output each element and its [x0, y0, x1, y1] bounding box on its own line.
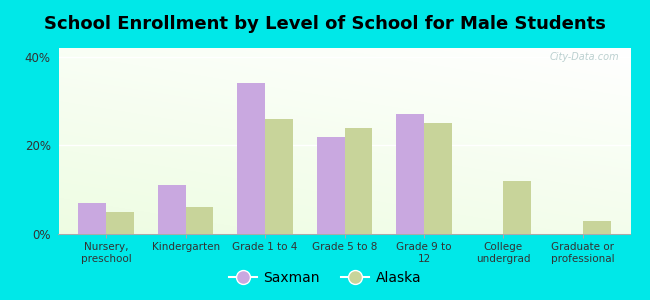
Bar: [79, 203, 106, 234]
Bar: [503, 181, 531, 234]
Bar: [317, 136, 345, 234]
Text: City-Data.com: City-Data.com: [549, 52, 619, 62]
Bar: [265, 119, 293, 234]
Bar: [583, 221, 610, 234]
Bar: [106, 212, 134, 234]
Bar: [237, 83, 265, 234]
Bar: [344, 128, 372, 234]
Bar: [186, 207, 213, 234]
Text: School Enrollment by Level of School for Male Students: School Enrollment by Level of School for…: [44, 15, 606, 33]
Bar: [424, 123, 452, 234]
Bar: [396, 114, 424, 234]
Bar: [158, 185, 186, 234]
Legend: Saxman, Alaska: Saxman, Alaska: [223, 265, 427, 290]
